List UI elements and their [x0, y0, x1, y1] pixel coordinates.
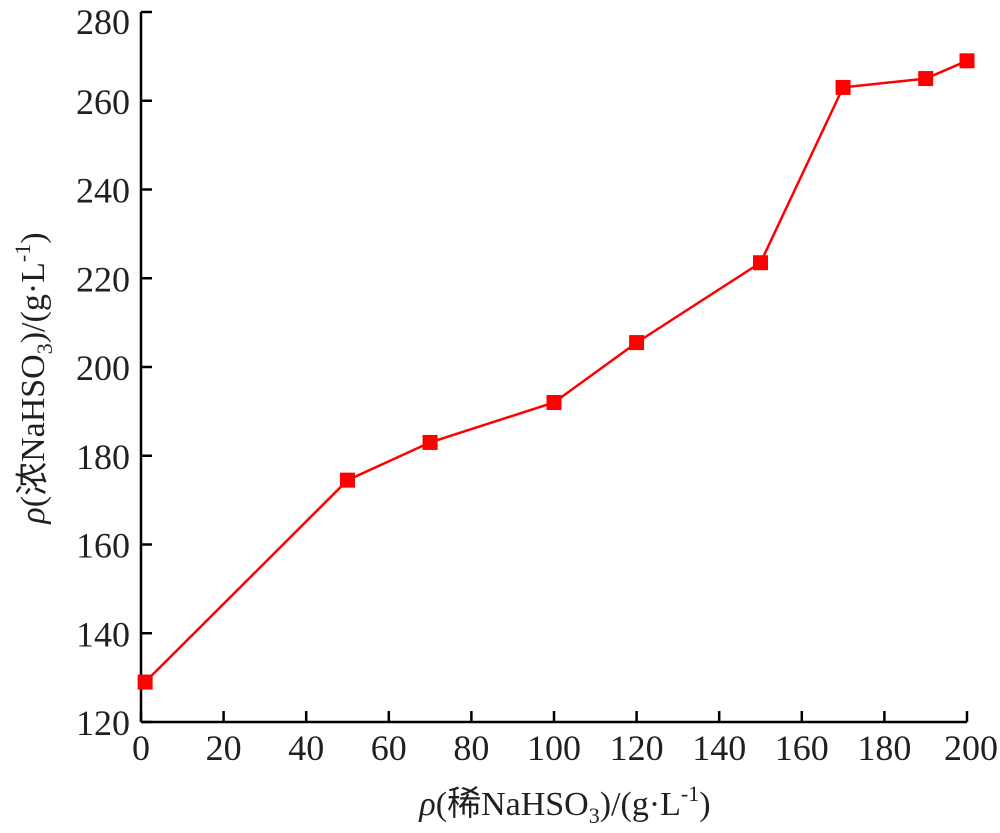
- y-tick-label-2: 160: [76, 526, 130, 566]
- data-point-0: [137, 674, 153, 690]
- x-tick-label-10: 200: [944, 728, 998, 768]
- ticks-layer: 0 20 40 60 80 100 120 140 160 180 200 120 140 160 180 2…: [76, 2, 998, 768]
- data-point-7: [918, 71, 934, 87]
- y-tick-label-4: 200: [76, 348, 130, 388]
- x-tick-label-2: 40: [288, 728, 324, 768]
- data-point-6: [835, 79, 851, 95]
- series-line-0: [144, 59, 968, 683]
- y-tick-label-5: 220: [76, 259, 130, 299]
- x-tick-label-5: 100: [527, 728, 581, 768]
- x-axis-label: ρ(稀NaHSO3)/(g·L-1): [418, 781, 710, 828]
- x-tick-label-3: 60: [371, 728, 407, 768]
- y-tick-label-1: 140: [76, 614, 130, 654]
- x-tick-label-6: 120: [610, 728, 664, 768]
- x-tick-label-7: 140: [692, 728, 746, 768]
- x-tick-label-1: 20: [206, 728, 242, 768]
- x-tick-label-8: 160: [775, 728, 829, 768]
- data-point-2: [422, 434, 438, 450]
- y-tick-label-3: 180: [76, 437, 130, 477]
- y-tick-label-0: 120: [76, 703, 130, 743]
- y-tick-label-8: 280: [76, 2, 130, 42]
- data-point-8: [959, 53, 975, 69]
- x-tick-label-0: 0: [132, 728, 150, 768]
- series-layer: [137, 53, 975, 690]
- y-axis-label: ρ(浓NaHSO3)/(g·L-1): [10, 232, 57, 524]
- x-tick-label-4: 80: [453, 728, 489, 768]
- data-point-3: [546, 395, 562, 410]
- y-tick-label-6: 240: [76, 171, 130, 211]
- x-tick-label-9: 180: [857, 728, 911, 768]
- y-tick-label-7: 260: [76, 82, 130, 122]
- data-point-4: [629, 335, 645, 351]
- data-point-1: [340, 472, 355, 488]
- data-point-5: [753, 255, 768, 271]
